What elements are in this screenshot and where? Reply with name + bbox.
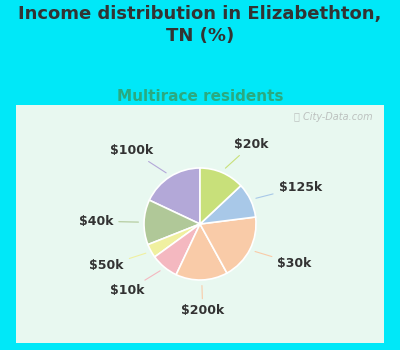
Text: Multirace residents: Multirace residents: [117, 89, 283, 104]
Text: Income distribution in Elizabethton,
TN (%): Income distribution in Elizabethton, TN …: [18, 5, 382, 46]
Wedge shape: [144, 200, 200, 245]
Text: $200k: $200k: [181, 286, 224, 317]
Wedge shape: [155, 224, 200, 275]
Text: $30k: $30k: [255, 252, 312, 270]
Wedge shape: [176, 224, 227, 280]
Wedge shape: [200, 186, 256, 224]
Text: $125k: $125k: [256, 181, 322, 198]
Text: ⓘ City-Data.com: ⓘ City-Data.com: [294, 112, 373, 122]
Text: $10k: $10k: [110, 271, 160, 298]
Wedge shape: [148, 224, 200, 257]
Text: $50k: $50k: [90, 253, 146, 272]
Text: $20k: $20k: [226, 138, 269, 168]
Wedge shape: [200, 217, 256, 273]
Text: $100k: $100k: [110, 144, 166, 173]
Wedge shape: [149, 168, 200, 224]
Wedge shape: [200, 168, 241, 224]
Text: $40k: $40k: [79, 215, 138, 228]
